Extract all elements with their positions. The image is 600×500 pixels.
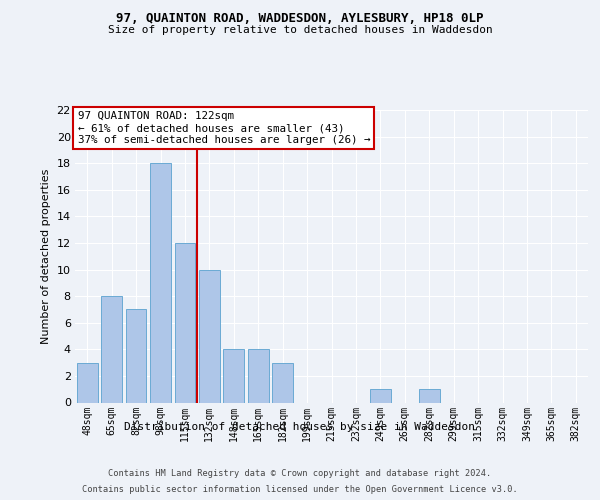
Bar — [272, 362, 293, 403]
Bar — [223, 350, 244, 403]
Text: Contains public sector information licensed under the Open Government Licence v3: Contains public sector information licen… — [82, 485, 518, 494]
Text: 97 QUAINTON ROAD: 122sqm
← 61% of detached houses are smaller (43)
37% of semi-d: 97 QUAINTON ROAD: 122sqm ← 61% of detach… — [77, 112, 370, 144]
Bar — [175, 243, 196, 402]
Text: Distribution of detached houses by size in Waddesdon: Distribution of detached houses by size … — [125, 422, 476, 432]
Bar — [150, 163, 171, 402]
Text: Contains HM Land Registry data © Crown copyright and database right 2024.: Contains HM Land Registry data © Crown c… — [109, 469, 491, 478]
Bar — [248, 350, 269, 403]
Bar — [199, 270, 220, 402]
Bar — [419, 389, 440, 402]
Bar — [101, 296, 122, 403]
Text: 97, QUAINTON ROAD, WADDESDON, AYLESBURY, HP18 0LP: 97, QUAINTON ROAD, WADDESDON, AYLESBURY,… — [116, 12, 484, 26]
Bar — [77, 362, 98, 403]
Text: Size of property relative to detached houses in Waddesdon: Size of property relative to detached ho… — [107, 25, 493, 35]
Bar — [370, 389, 391, 402]
Bar — [125, 310, 146, 402]
Y-axis label: Number of detached properties: Number of detached properties — [41, 168, 51, 344]
